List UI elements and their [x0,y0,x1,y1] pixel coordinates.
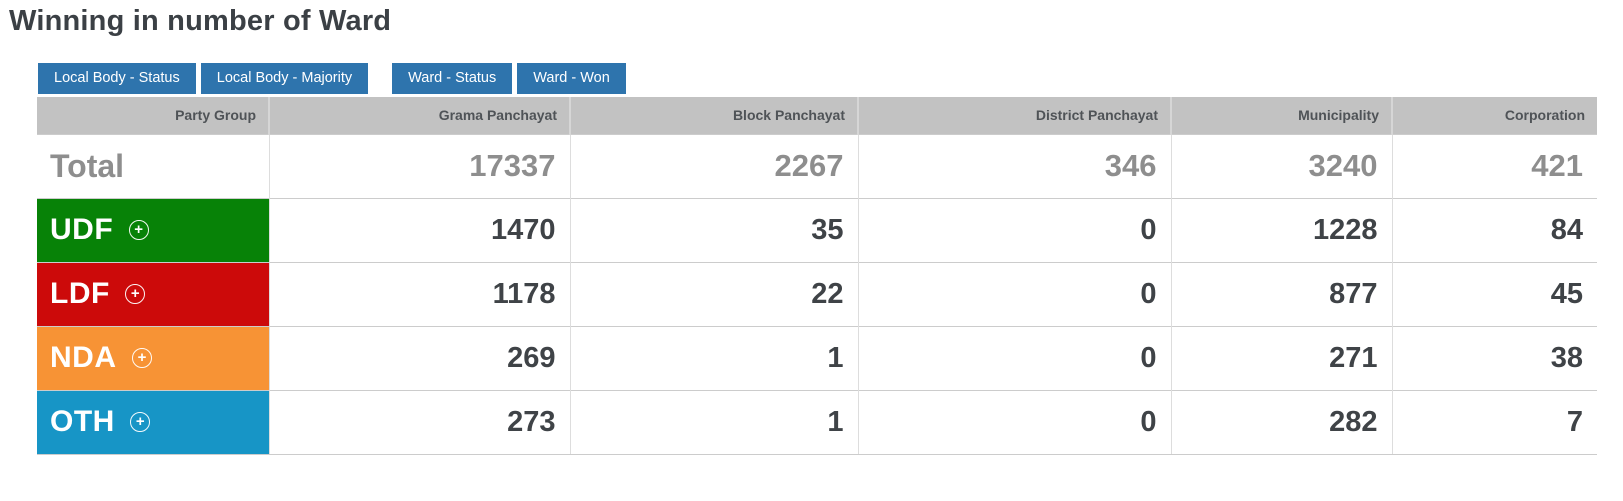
ldf-grama-panchayat: 1178 [268,261,570,326]
udf-block-panchayat: 35 [569,197,858,262]
ldf-corporation: 45 [1391,261,1597,326]
tab-bar: Local Body - Status Local Body - Majorit… [38,63,1623,94]
oth-block-panchayat: 1 [569,389,858,455]
oth-grama-panchayat: 273 [268,389,570,455]
ldf-municipality: 877 [1170,261,1392,326]
nda-block-panchayat: 1 [569,325,858,390]
udf-corporation: 84 [1391,197,1597,262]
page-title: Winning in number of Ward [9,5,392,37]
tab-local-body-status[interactable]: Local Body - Status [38,63,196,94]
party-label-udf: UDF [50,213,114,246]
party-cell-oth[interactable]: OTH + [37,389,269,455]
tab-ward-won[interactable]: Ward - Won [517,63,626,94]
total-corporation: 421 [1391,133,1597,198]
results-table: Party Group Grama Panchayat Block Pancha… [37,97,1597,455]
oth-district-panchayat: 0 [857,389,1171,455]
total-municipality: 3240 [1170,133,1392,198]
column-header-grama-panchayat: Grama Panchayat [268,97,570,134]
table-row-nda: NDA + 269 1 0 271 38 [37,325,1597,390]
ldf-district-panchayat: 0 [857,261,1171,326]
expand-plus-icon[interactable]: + [131,348,152,368]
udf-municipality: 1228 [1170,197,1392,262]
nda-corporation: 38 [1391,325,1597,390]
expand-plus-icon[interactable]: + [128,220,149,240]
table-row-total: Total 17337 2267 346 3240 421 [37,133,1597,198]
party-cell-nda[interactable]: NDA + [37,325,269,390]
column-header-party-group: Party Group [175,107,256,124]
nda-municipality: 271 [1170,325,1392,390]
party-label-ldf: LDF [50,277,110,310]
tab-local-body-majority[interactable]: Local Body - Majority [200,63,369,94]
page: Winning in number of Ward Local Body - S… [0,5,1623,501]
table-row-oth: OTH + 273 1 0 282 7 [37,389,1597,455]
party-cell-ldf[interactable]: LDF + [37,261,269,326]
expand-plus-icon[interactable]: + [125,284,146,304]
tab-ward-status[interactable]: Ward - Status [392,63,513,94]
column-header-district-panchayat: District Panchayat [857,97,1171,134]
party-label-nda: NDA [50,341,117,374]
expand-plus-icon[interactable]: + [130,412,151,432]
party-cell-udf[interactable]: UDF + [37,197,269,262]
ldf-block-panchayat: 22 [569,261,858,326]
total-label: Total [37,133,269,198]
nda-grama-panchayat: 269 [268,325,570,390]
total-grama-panchayat: 17337 [268,133,570,198]
table-header-row: Party Group Grama Panchayat Block Pancha… [37,97,1597,134]
table-row-ldf: LDF + 1178 22 0 877 45 [37,261,1597,326]
column-header-municipality: Municipality [1170,97,1392,134]
nda-district-panchayat: 0 [857,325,1171,390]
column-header-block-panchayat: Block Panchayat [569,97,858,134]
udf-district-panchayat: 0 [857,197,1171,262]
oth-corporation: 7 [1391,389,1597,455]
oth-municipality: 282 [1170,389,1392,455]
total-district-panchayat: 346 [857,133,1171,198]
party-label-oth: OTH [50,405,115,438]
column-header-corporation: Corporation [1391,97,1597,134]
udf-grama-panchayat: 1470 [268,197,570,262]
total-block-panchayat: 2267 [569,133,858,198]
table-row-udf: UDF + 1470 35 0 1228 84 [37,197,1597,262]
